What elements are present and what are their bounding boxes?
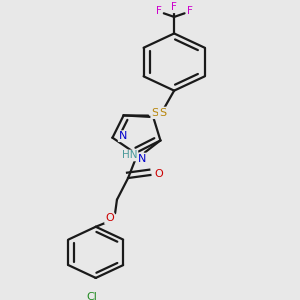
Text: O: O [105, 213, 114, 223]
Text: F: F [187, 7, 193, 16]
Text: F: F [156, 7, 161, 16]
Text: N: N [138, 154, 146, 164]
Text: F: F [171, 2, 177, 12]
Text: O: O [154, 169, 163, 179]
Text: N: N [119, 131, 127, 141]
Text: HN: HN [122, 151, 137, 160]
Text: S: S [151, 108, 158, 118]
Text: S: S [159, 108, 166, 118]
Text: Cl: Cl [87, 292, 98, 300]
